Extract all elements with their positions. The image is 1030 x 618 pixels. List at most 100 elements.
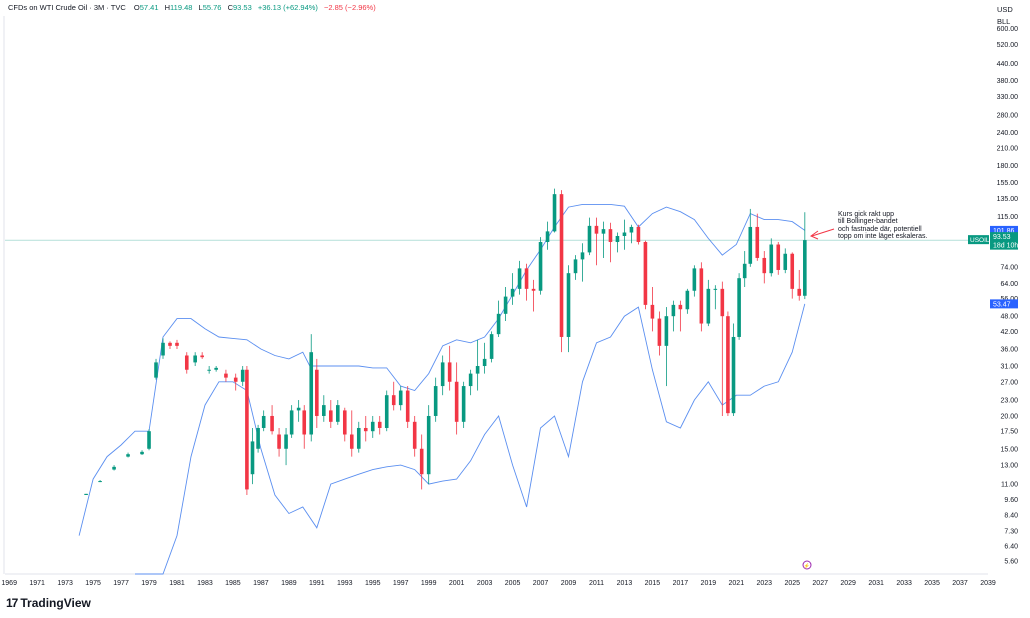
y-tick-label: 155.00 (997, 180, 1019, 187)
x-tick-label: 1983 (197, 580, 213, 587)
candle-body (461, 386, 466, 422)
candle-body (731, 336, 736, 414)
candle (322, 395, 326, 422)
candle-body (200, 355, 204, 358)
candle-body (803, 240, 807, 296)
candle (748, 208, 753, 267)
candle (615, 232, 620, 253)
candle-body (517, 268, 522, 289)
candle (803, 212, 807, 300)
candle (755, 213, 760, 261)
candle-body (629, 226, 634, 233)
candle (783, 248, 788, 274)
candle (573, 255, 578, 280)
x-tick-label: 1973 (57, 580, 73, 587)
candle (112, 465, 116, 471)
candle-body (503, 296, 508, 314)
candle-body (98, 481, 102, 483)
candle (496, 300, 501, 337)
candle (126, 452, 130, 458)
candle-body (742, 263, 747, 279)
y-tick-label: 27.00 (1000, 379, 1018, 386)
candle-body (161, 342, 165, 356)
y-tick-label: 11.00 (1001, 482, 1018, 489)
candle-body (426, 415, 431, 475)
x-tick-label: 1995 (365, 580, 381, 587)
candle-body (256, 427, 260, 449)
candle-body (726, 316, 730, 414)
candle-body (692, 268, 697, 291)
x-tick-label: 2021 (729, 580, 745, 587)
y-tick-label: 17.50 (1000, 429, 1018, 436)
y-tick-label: 330.00 (997, 94, 1019, 101)
price-axis[interactable]: 5.60 6.40 7.30 8.40 9.60 11.00 13.00 15.00 17.50… (997, 26, 1019, 566)
x-tick-label: 1989 (281, 580, 297, 587)
candle (168, 341, 172, 349)
candle (447, 345, 452, 391)
candle (256, 424, 260, 453)
candle (315, 358, 319, 428)
candle (594, 217, 599, 266)
candle-body (538, 242, 543, 291)
price-label-box (990, 299, 1018, 309)
time-axis[interactable]: 1969 1971 1973 1975 1977 1979 1981 1983 1985 1987… (1, 580, 995, 587)
candle (398, 386, 403, 411)
y-tick-label: 115.00 (997, 214, 1018, 221)
candle (706, 279, 711, 327)
candle-body (440, 362, 445, 387)
candle-body (524, 268, 529, 289)
candle (797, 269, 802, 301)
candle-body (559, 194, 564, 337)
event-marker[interactable]: ⚡ (802, 560, 812, 570)
candle (692, 265, 697, 297)
currency-label[interactable]: USD (997, 5, 1013, 14)
candle-body (175, 342, 179, 346)
x-tick-label: 1985 (225, 580, 241, 587)
y-tick-label: 64.00 (1000, 281, 1018, 288)
x-tick-label: 2039 (980, 580, 996, 587)
candle (384, 390, 389, 432)
y-tick-label: 600.00 (997, 26, 1019, 33)
candle-body (748, 226, 753, 264)
price-label-box (990, 232, 1018, 242)
y-tick-label: 280.00 (997, 113, 1019, 120)
x-tick-label: 2015 (645, 580, 661, 587)
symbol-tag-box (968, 235, 989, 245)
candle (742, 251, 747, 288)
unit-label[interactable]: BLL (997, 17, 1011, 26)
candle (309, 334, 314, 442)
bollinger-bands (78, 203, 806, 575)
x-tick-label: 2033 (896, 580, 912, 587)
brand-name: TradingView (20, 596, 91, 610)
x-tick-label: 1981 (169, 580, 185, 587)
candle (224, 369, 228, 382)
x-tick-label: 2003 (477, 580, 493, 587)
y-tick-label: 240.00 (997, 130, 1019, 137)
brand-logo[interactable]: 17 TradingView (6, 596, 91, 610)
x-tick-label: 2035 (924, 580, 940, 587)
tradingview-logo-icon: 17 (6, 596, 18, 610)
candle (433, 377, 438, 422)
close-value: 93.53 (232, 3, 252, 12)
candle-body (531, 288, 536, 291)
x-tick-label: 2007 (533, 580, 549, 587)
x-tick-label: 1999 (421, 580, 437, 587)
x-tick-label: 1975 (85, 580, 101, 587)
x-tick-label: 1997 (393, 580, 409, 587)
candle (737, 273, 741, 340)
low-label: L (198, 3, 203, 12)
candle (643, 240, 648, 310)
x-tick-label: 2011 (589, 580, 604, 587)
x-tick-label: 1991 (309, 580, 325, 587)
annotation-arrow (809, 228, 835, 240)
x-tick-label: 2017 (673, 580, 689, 587)
x-tick-label: 2027 (812, 580, 828, 587)
high-label: H (164, 3, 171, 12)
candle-body (706, 288, 711, 324)
candle (349, 410, 354, 457)
symbol-title[interactable]: CFDs on WTI Crude Oil · 3M · TVC (8, 3, 126, 12)
candle (629, 224, 634, 244)
candle-body (433, 386, 438, 416)
candle (580, 243, 585, 282)
